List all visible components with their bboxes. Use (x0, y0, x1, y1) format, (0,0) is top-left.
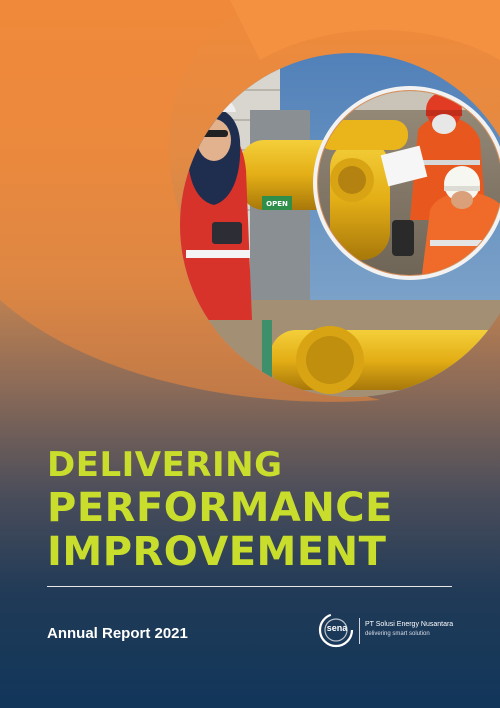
company-logo: sena PT Solusi Energy Nusantara deliveri… (318, 612, 458, 650)
title-line-performance: PERFORMANCE (47, 485, 393, 531)
top-orange-arc-shape (230, 0, 500, 60)
company-tagline: delivering smart solution (365, 631, 430, 637)
orange-swoosh-shape (0, 0, 380, 402)
sena-logo-icon (318, 612, 354, 648)
annual-report-subtitle: Annual Report 2021 (47, 625, 188, 642)
title-line-improvement: IMPROVEMENT (47, 529, 387, 575)
cover-title: DELIVERING PERFORMANCE IMPROVEMENT (47, 448, 393, 572)
logo-separator (359, 618, 360, 644)
divider-line (47, 586, 452, 587)
title-line-delivering: DELIVERING (47, 445, 283, 485)
company-name: PT Solusi Energy Nusantara (365, 621, 454, 628)
small-photo-circle (318, 91, 500, 275)
logo-wordmark: sena (326, 623, 348, 633)
valve-open-label: OPEN (266, 200, 288, 208)
cover-photo-collage: OPEN (0, 0, 500, 402)
